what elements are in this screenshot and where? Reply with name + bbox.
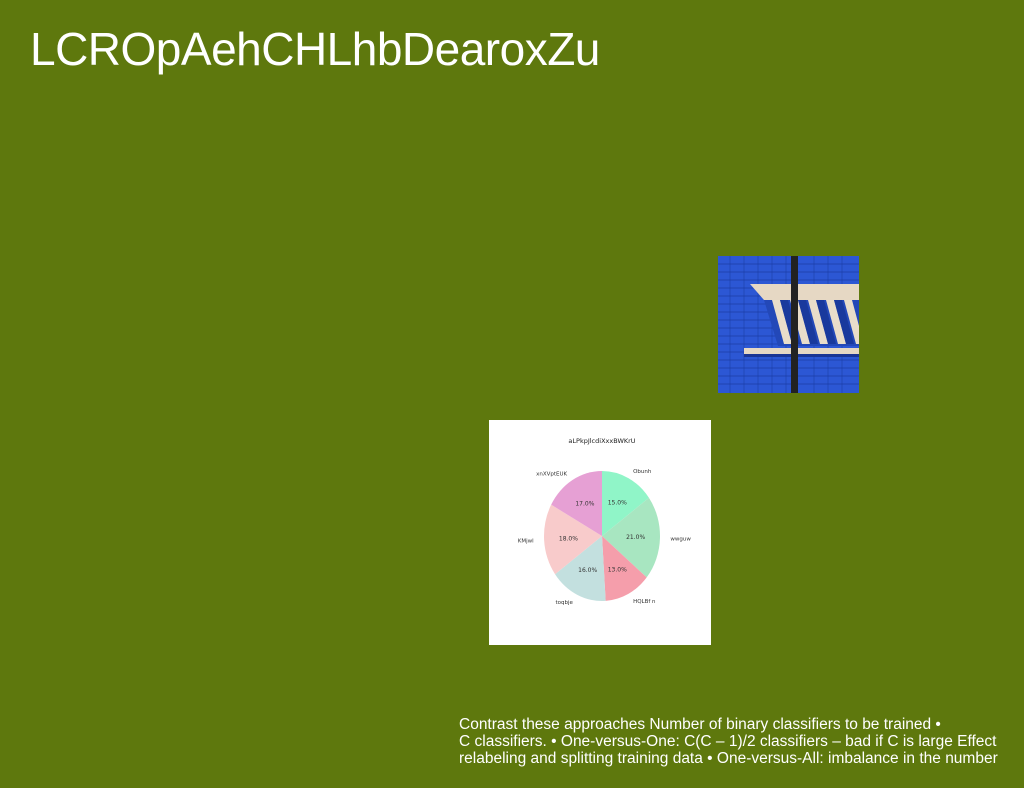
slide-title: LCROpAehCHLhbDearoxZu — [30, 23, 600, 75]
slice-percent-label: 18.0% — [559, 535, 578, 542]
chart-title: aLPkpJlcdiXxxBWKrU — [568, 437, 635, 445]
body-line: Contrast these approaches Number of bina… — [459, 716, 941, 733]
slice-percent-label: 16.0% — [578, 567, 597, 574]
slice-percent-label: 15.0% — [608, 499, 627, 506]
pie-slice — [544, 504, 602, 575]
body-text: Contrast these approaches Number of bina… — [459, 716, 1024, 767]
slice-category-label: KMjwl — [518, 539, 534, 545]
slice-percent-label: 17.0% — [575, 501, 594, 508]
slice-percent-label: 21.0% — [626, 534, 645, 541]
slice-category-label: xnXVptEUK — [536, 471, 567, 477]
slice-category-label: Obunh — [633, 469, 652, 475]
body-line: relabeling and splitting training data •… — [459, 750, 998, 767]
slice-category-label: wwguw — [670, 536, 691, 542]
pie-slice — [551, 471, 602, 536]
pie-slice — [602, 497, 660, 578]
slice-category-label: HQLBf n — [633, 599, 656, 605]
pie-chart: aLPkpJlcdiXxxBWKrU 15.0% Obunh 21.0% wwguw 1… — [489, 420, 711, 645]
slice-percent-label: 13.0% — [608, 567, 627, 574]
slice-category-label: toqbje — [555, 600, 573, 606]
pie-slice — [602, 471, 649, 536]
pie-slice — [555, 536, 606, 601]
body-line: C classifiers. • One-versus-One: C(C – 1… — [459, 733, 997, 750]
building-photo — [718, 256, 859, 393]
pie-slice — [602, 536, 647, 601]
